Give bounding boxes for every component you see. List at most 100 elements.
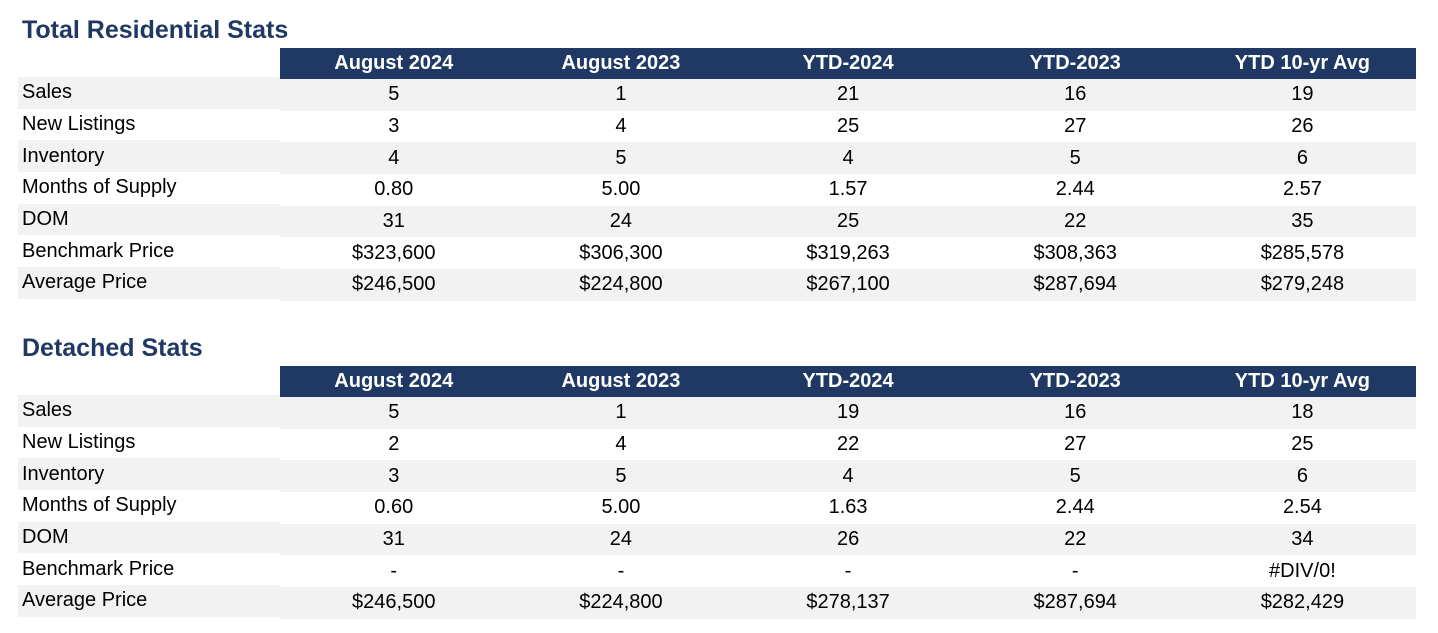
row-label: Inventory: [18, 140, 281, 173]
table-cell: $287,694: [961, 269, 1189, 301]
table-cell: 6: [1188, 142, 1416, 175]
table-cell: $224,800: [507, 587, 735, 619]
table-cell: -: [280, 555, 508, 588]
table-cell: 5.00: [507, 174, 735, 206]
row-label: Benchmark Price: [18, 235, 281, 268]
row-label: Average Price: [18, 585, 281, 617]
column-header-ytd-2023: YTD-2023: [961, 48, 1189, 79]
table-cell: 2: [280, 428, 508, 461]
table-cell: $308,363: [961, 237, 1189, 270]
table-cell: $306,300: [507, 237, 735, 270]
table-cell: 21: [734, 79, 962, 111]
table-row: Average Price $246,500 $224,800 $267,100…: [18, 267, 1416, 301]
header-corner: [18, 366, 281, 397]
header-row: August 2024 August 2023 YTD-2024 YTD-202…: [18, 48, 1416, 79]
table-cell: 3: [280, 110, 508, 143]
row-label: New Listings: [18, 108, 281, 141]
table-cell: 0.60: [280, 492, 508, 524]
table-cell: 0.80: [280, 174, 508, 206]
table-row: Average Price $246,500 $224,800 $278,137…: [18, 585, 1416, 619]
table-cell: 4: [734, 142, 962, 175]
table-row: Inventory 3 5 4 5 6: [18, 458, 1416, 493]
table-row: Months of Supply 0.60 5.00 1.63 2.44 2.5…: [18, 490, 1416, 524]
table-cell: 27: [961, 428, 1189, 461]
table-cell: $319,263: [734, 237, 962, 270]
header-corner: [18, 48, 281, 79]
row-label: Sales: [18, 77, 281, 109]
table-row: Inventory 4 5 4 5 6: [18, 140, 1416, 175]
table-cell: 16: [961, 397, 1189, 429]
column-header-ytd-2024: YTD-2024: [734, 48, 962, 79]
table-cell: $282,429: [1188, 587, 1416, 619]
table-cell: $278,137: [734, 587, 962, 619]
row-label: DOM: [18, 203, 281, 236]
table-cell: 2.44: [961, 492, 1189, 524]
section-title: Detached Stats: [22, 334, 203, 362]
table-cell: 4: [280, 142, 508, 175]
table-row: DOM 31 24 26 22 34: [18, 521, 1416, 556]
detached-section: Detached Stats August 2024 August 2023 Y…: [18, 330, 1416, 619]
table-cell: 16: [961, 79, 1189, 111]
table-cell: -: [734, 555, 962, 588]
table-cell: 22: [961, 205, 1189, 238]
table-cell: 5.00: [507, 492, 735, 524]
row-label: Sales: [18, 395, 281, 427]
table-cell: 4: [734, 460, 962, 493]
row-label: New Listings: [18, 426, 281, 459]
header-row: August 2024 August 2023 YTD-2024 YTD-202…: [18, 366, 1416, 397]
column-header-august-2023: August 2023: [507, 366, 735, 397]
table-cell: 35: [1188, 205, 1416, 238]
table-cell: 3: [280, 460, 508, 493]
table-cell: 5: [961, 460, 1189, 493]
row-label: Months of Supply: [18, 172, 281, 204]
table-cell: 2.54: [1188, 492, 1416, 524]
column-header-august-2023: August 2023: [507, 48, 735, 79]
total-residential-section: Total Residential Stats August 2024 Augu…: [18, 12, 1416, 301]
table-cell: 26: [1188, 110, 1416, 143]
table-cell: 34: [1188, 523, 1416, 556]
table-cell: 25: [734, 205, 962, 238]
row-label: Benchmark Price: [18, 553, 281, 586]
table-cell: $323,600: [280, 237, 508, 270]
table-cell: 4: [507, 110, 735, 143]
table-row: New Listings 2 4 22 27 25: [18, 426, 1416, 461]
table-cell: 27: [961, 110, 1189, 143]
table-cell: 2.57: [1188, 174, 1416, 206]
table-cell: 24: [507, 523, 735, 556]
table-row: DOM 31 24 25 22 35: [18, 203, 1416, 238]
column-header-august-2024: August 2024: [280, 366, 508, 397]
table-cell: 19: [734, 397, 962, 429]
table-cell: 5: [961, 142, 1189, 175]
table-cell: 1: [507, 397, 735, 429]
table-cell: 18: [1188, 397, 1416, 429]
table-cell: -: [507, 555, 735, 588]
table-cell: 1.57: [734, 174, 962, 206]
table-cell: -: [961, 555, 1189, 588]
column-header-ytd-10yr-avg: YTD 10-yr Avg: [1188, 366, 1416, 397]
table-cell: 1.63: [734, 492, 962, 524]
column-header-ytd-2023: YTD-2023: [961, 366, 1189, 397]
table-cell: 19: [1188, 79, 1416, 111]
table-cell: 6: [1188, 460, 1416, 493]
table-cell: $279,248: [1188, 269, 1416, 301]
detached-stats-table: August 2024 August 2023 YTD-2024 YTD-202…: [18, 366, 1416, 619]
table-cell: 5: [280, 397, 508, 429]
column-header-ytd-2024: YTD-2024: [734, 366, 962, 397]
table-row: New Listings 3 4 25 27 26: [18, 108, 1416, 143]
row-label: Average Price: [18, 267, 281, 299]
table-cell: $287,694: [961, 587, 1189, 619]
table-cell: 25: [1188, 428, 1416, 461]
section-title: Total Residential Stats: [22, 16, 289, 44]
table-row: Sales 5 1 19 16 18: [18, 395, 1416, 429]
column-header-ytd-10yr-avg: YTD 10-yr Avg: [1188, 48, 1416, 79]
table-cell: 22: [734, 428, 962, 461]
column-header-august-2024: August 2024: [280, 48, 508, 79]
table-cell: $267,100: [734, 269, 962, 301]
table-cell: $285,578: [1188, 237, 1416, 270]
table-cell: 5: [507, 460, 735, 493]
table-cell: 4: [507, 428, 735, 461]
table-cell: 31: [280, 205, 508, 238]
table-row: Benchmark Price - - - - #DIV/0!: [18, 553, 1416, 588]
row-label: DOM: [18, 521, 281, 554]
table-cell: 31: [280, 523, 508, 556]
